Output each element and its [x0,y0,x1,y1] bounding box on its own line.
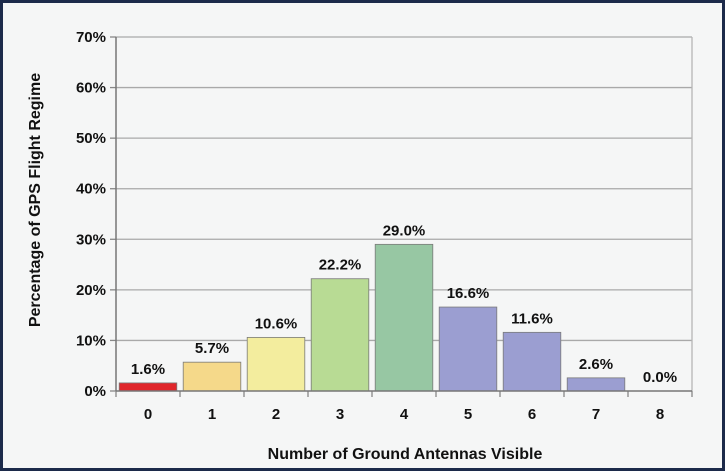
y-tick-label: 0% [84,383,106,400]
bar-2 [246,336,306,392]
bar-0 [118,382,178,392]
x-tick-label: 8 [656,406,664,423]
x-tick-label: 2 [272,406,280,423]
data-label: 2.6% [579,356,613,373]
data-label: 5.7% [195,340,229,357]
labels: 0%10%20%30%40%50%60%70%1.6%05.7%110.6%22… [76,29,677,423]
x-tick-label: 6 [528,406,536,423]
bar-4 [374,243,434,392]
y-tick-label: 30% [76,231,106,248]
data-label: 11.6% [511,310,553,327]
x-tick-label: 5 [464,406,472,423]
bar-5 [438,306,498,392]
bar-1 [182,361,242,392]
x-tick-label: 4 [400,406,409,423]
gridlines [116,36,692,342]
x-tick-label: 1 [208,406,216,423]
bar-6 [502,331,562,392]
axes [110,36,693,397]
data-label: 22.2% [319,257,362,274]
x-tick-label: 7 [592,406,600,423]
y-tick-label: 20% [76,282,106,299]
bars [118,243,626,392]
x-tick-label: 0 [144,406,152,423]
data-label: 10.6% [255,315,298,332]
x-tick-label: 3 [336,406,344,423]
data-label: 16.6% [447,285,490,302]
data-label: 0.0% [643,369,677,386]
x-axis-title: Number of Ground Antennas Visible [268,446,543,463]
bar-3 [310,278,370,392]
y-tick-label: 10% [76,332,106,349]
bar-7 [566,377,626,392]
y-tick-label: 40% [76,181,106,198]
data-label: 1.6% [131,361,165,378]
y-tick-label: 50% [76,130,106,147]
y-axis-title: Percentage of GPS Flight Regime [27,73,44,327]
data-label: 29.0% [383,222,426,239]
y-tick-label: 70% [76,29,106,46]
y-tick-label: 60% [76,80,106,97]
